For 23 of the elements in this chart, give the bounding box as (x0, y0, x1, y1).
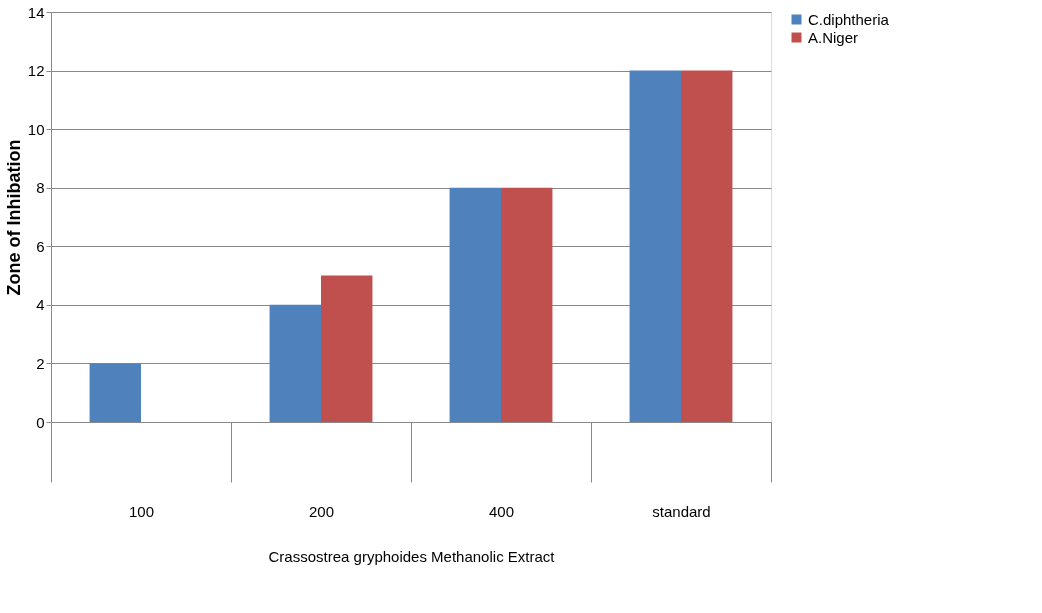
x-tick-label: standard (652, 502, 711, 520)
x-tick-label: 400 (488, 502, 515, 520)
legend-label: C.diphtheria (808, 10, 890, 28)
y-tick-label: 14 (27, 3, 45, 21)
y-axis-title: Zone of Inhibation (3, 139, 24, 296)
bar (449, 187, 501, 422)
y-tick-label: 10 (27, 120, 45, 138)
x-tick-label: 200 (308, 502, 335, 520)
y-tick-label: 4 (36, 296, 45, 314)
bar (321, 275, 373, 422)
bar (681, 70, 733, 422)
bar (629, 70, 681, 422)
y-tick-label: 8 (36, 179, 45, 197)
bar (501, 187, 553, 422)
x-axis-title: Crassostrea gryphoides Methanolic Extract (268, 547, 556, 565)
x-tick-label: 100 (128, 502, 155, 520)
y-tick-label: 6 (36, 237, 45, 255)
y-tick-label: 2 (36, 354, 45, 372)
bar (269, 304, 321, 422)
legend-label: A.Niger (808, 28, 859, 46)
y-tick-label: 12 (27, 62, 45, 80)
bar (89, 363, 141, 422)
y-tick-label: 0 (36, 413, 45, 431)
